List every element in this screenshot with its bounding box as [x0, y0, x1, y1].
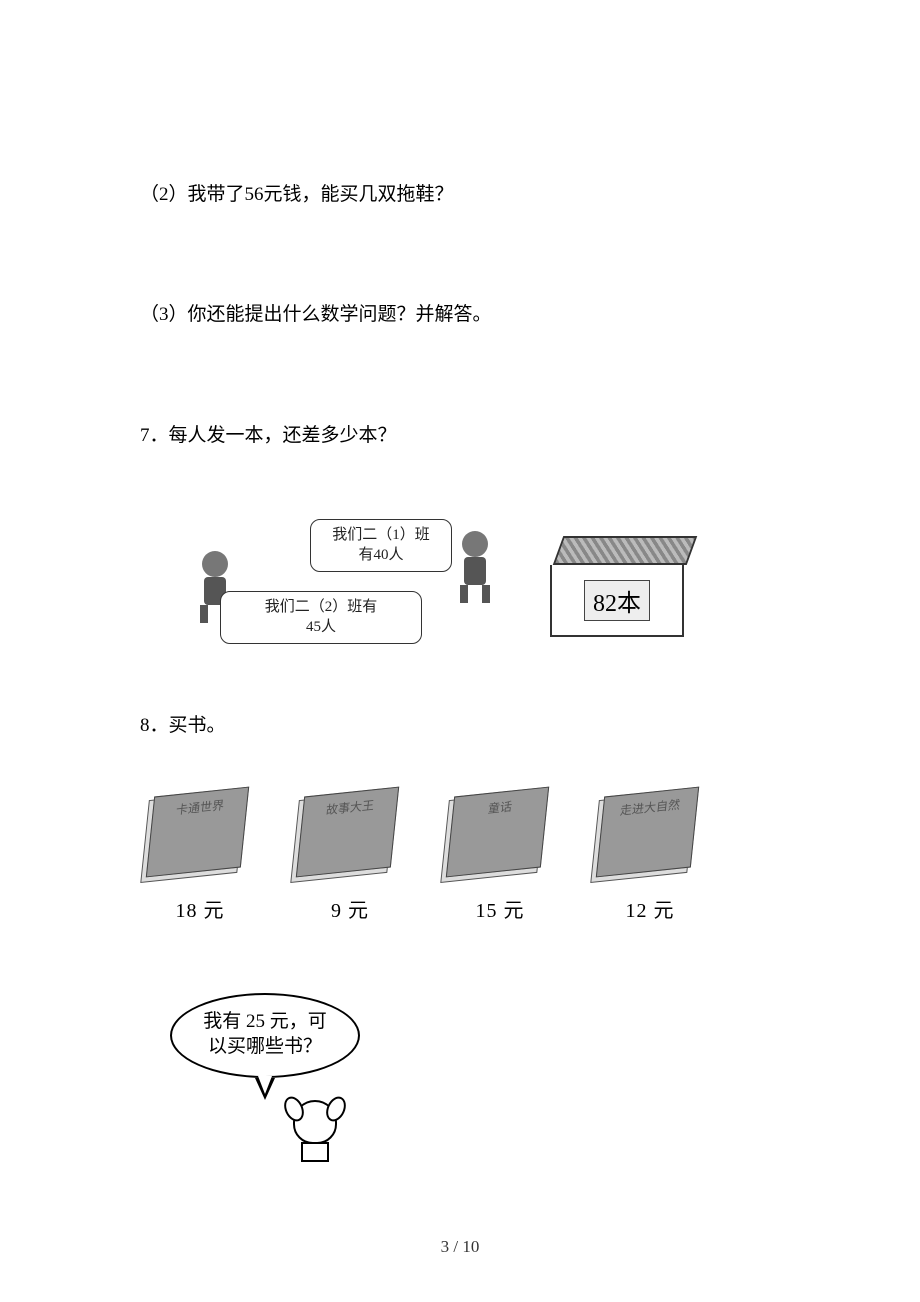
book-price: 15 元	[450, 894, 550, 923]
question-3: （3）你还能提出什么数学问题？并解答。	[140, 300, 780, 330]
book-cover-icon: 走进大自然	[596, 786, 699, 877]
question-8-speech-figure: 我有 25 元，可以买哪些书？	[170, 993, 390, 1163]
book-price: 9 元	[300, 894, 400, 923]
book-item: 故事大王 9 元	[300, 792, 400, 923]
question-8-books-row: 卡通世界 18 元 故事大王 9 元 童话 15 元 走进大自然 12 元	[150, 792, 780, 923]
book-cover-icon: 卡通世界	[146, 786, 249, 877]
student-right-icon	[450, 531, 500, 603]
speech-bubble-class2: 我们二（2）班有45人	[220, 591, 422, 644]
question-2: （2）我带了56元钱，能买几双拖鞋？	[140, 180, 780, 210]
book-item: 走进大自然 12 元	[600, 792, 700, 923]
question-7-title: 7．每人发一本，还差多少本？	[140, 421, 780, 451]
book-cover-icon: 童话	[446, 786, 549, 877]
speech-bubble-budget: 我有 25 元，可以买哪些书？	[170, 993, 360, 1078]
book-price: 12 元	[600, 894, 700, 923]
book-stack-icon: 82本	[550, 536, 680, 636]
book-item: 卡通世界 18 元	[150, 792, 250, 923]
question-7-figure: 我们二（1）班有40人 我们二（2）班有45人 82本	[160, 501, 780, 671]
worksheet-page: （2）我带了56元钱，能买几双拖鞋？ （3）你还能提出什么数学问题？并解答。 7…	[0, 0, 920, 1302]
page-number: 3 / 10	[0, 1237, 920, 1257]
book-price: 18 元	[150, 894, 250, 923]
book-item: 童话 15 元	[450, 792, 550, 923]
girl-icon	[240, 1100, 390, 1162]
speech-bubble-class1: 我们二（1）班有40人	[310, 519, 452, 572]
question-8-title: 8．买书。	[140, 711, 780, 741]
book-stack-label: 82本	[584, 580, 650, 621]
book-cover-icon: 故事大王	[296, 786, 399, 877]
